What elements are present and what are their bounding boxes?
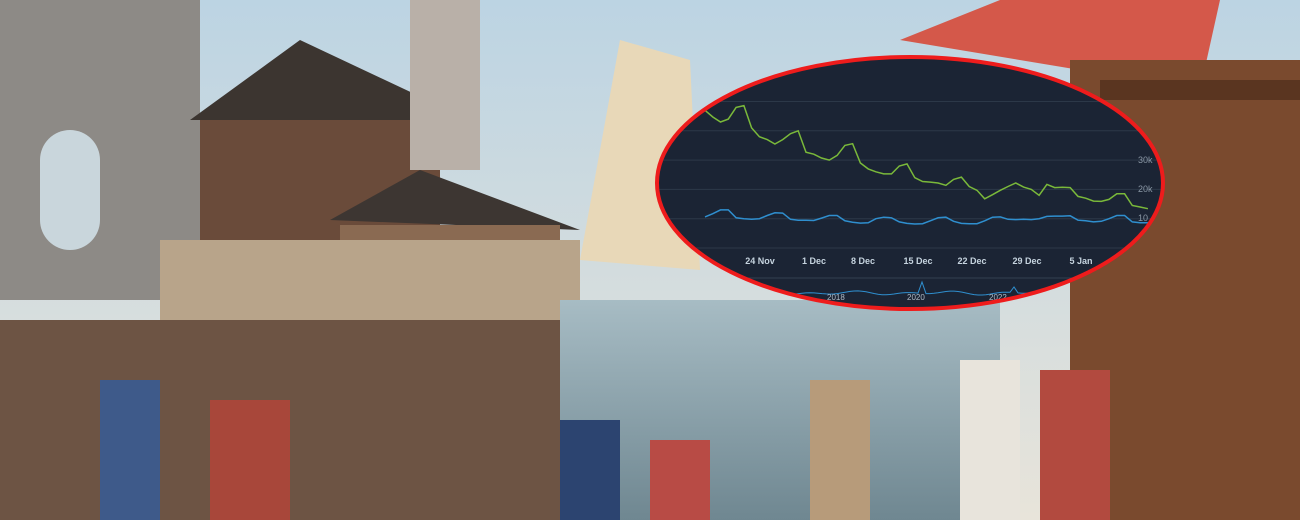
navigator-tick-label: 2018 (827, 293, 845, 302)
x-tick-label: 5 Jan (1069, 256, 1092, 266)
y-tick-label: 30k (1138, 155, 1153, 165)
pagoda-roof (190, 40, 470, 120)
y-axis-ticks: 30k 20k 10 (1138, 155, 1153, 223)
x-tick-label: 8 Dec (851, 256, 875, 266)
red-highlight-circle (655, 55, 1165, 311)
x-tick-label: 29 Dec (1012, 256, 1041, 266)
harbor-water (560, 300, 1000, 520)
navigator-tick-label: 2022 (989, 293, 1007, 302)
series-line-lower (704, 209, 1148, 225)
chart-background (657, 57, 1163, 309)
navigator-tick-label: 2020 (907, 293, 925, 302)
x-axis-ticks: 24 Nov 1 Dec 8 Dec 15 Dec 22 Dec 29 Dec … (745, 256, 1092, 266)
gridlines (657, 101, 1163, 249)
x-tick-label: 15 Dec (903, 256, 932, 266)
y-tick-label: 10 (1138, 213, 1148, 223)
x-tick-label: 24 Nov (745, 256, 775, 266)
y-tick-label: 20k (1138, 184, 1153, 194)
series-group (704, 104, 1149, 225)
x-tick-label: 22 Dec (957, 256, 986, 266)
x-tick-label: 1 Dec (802, 256, 826, 266)
series-line-upper (704, 104, 1149, 210)
